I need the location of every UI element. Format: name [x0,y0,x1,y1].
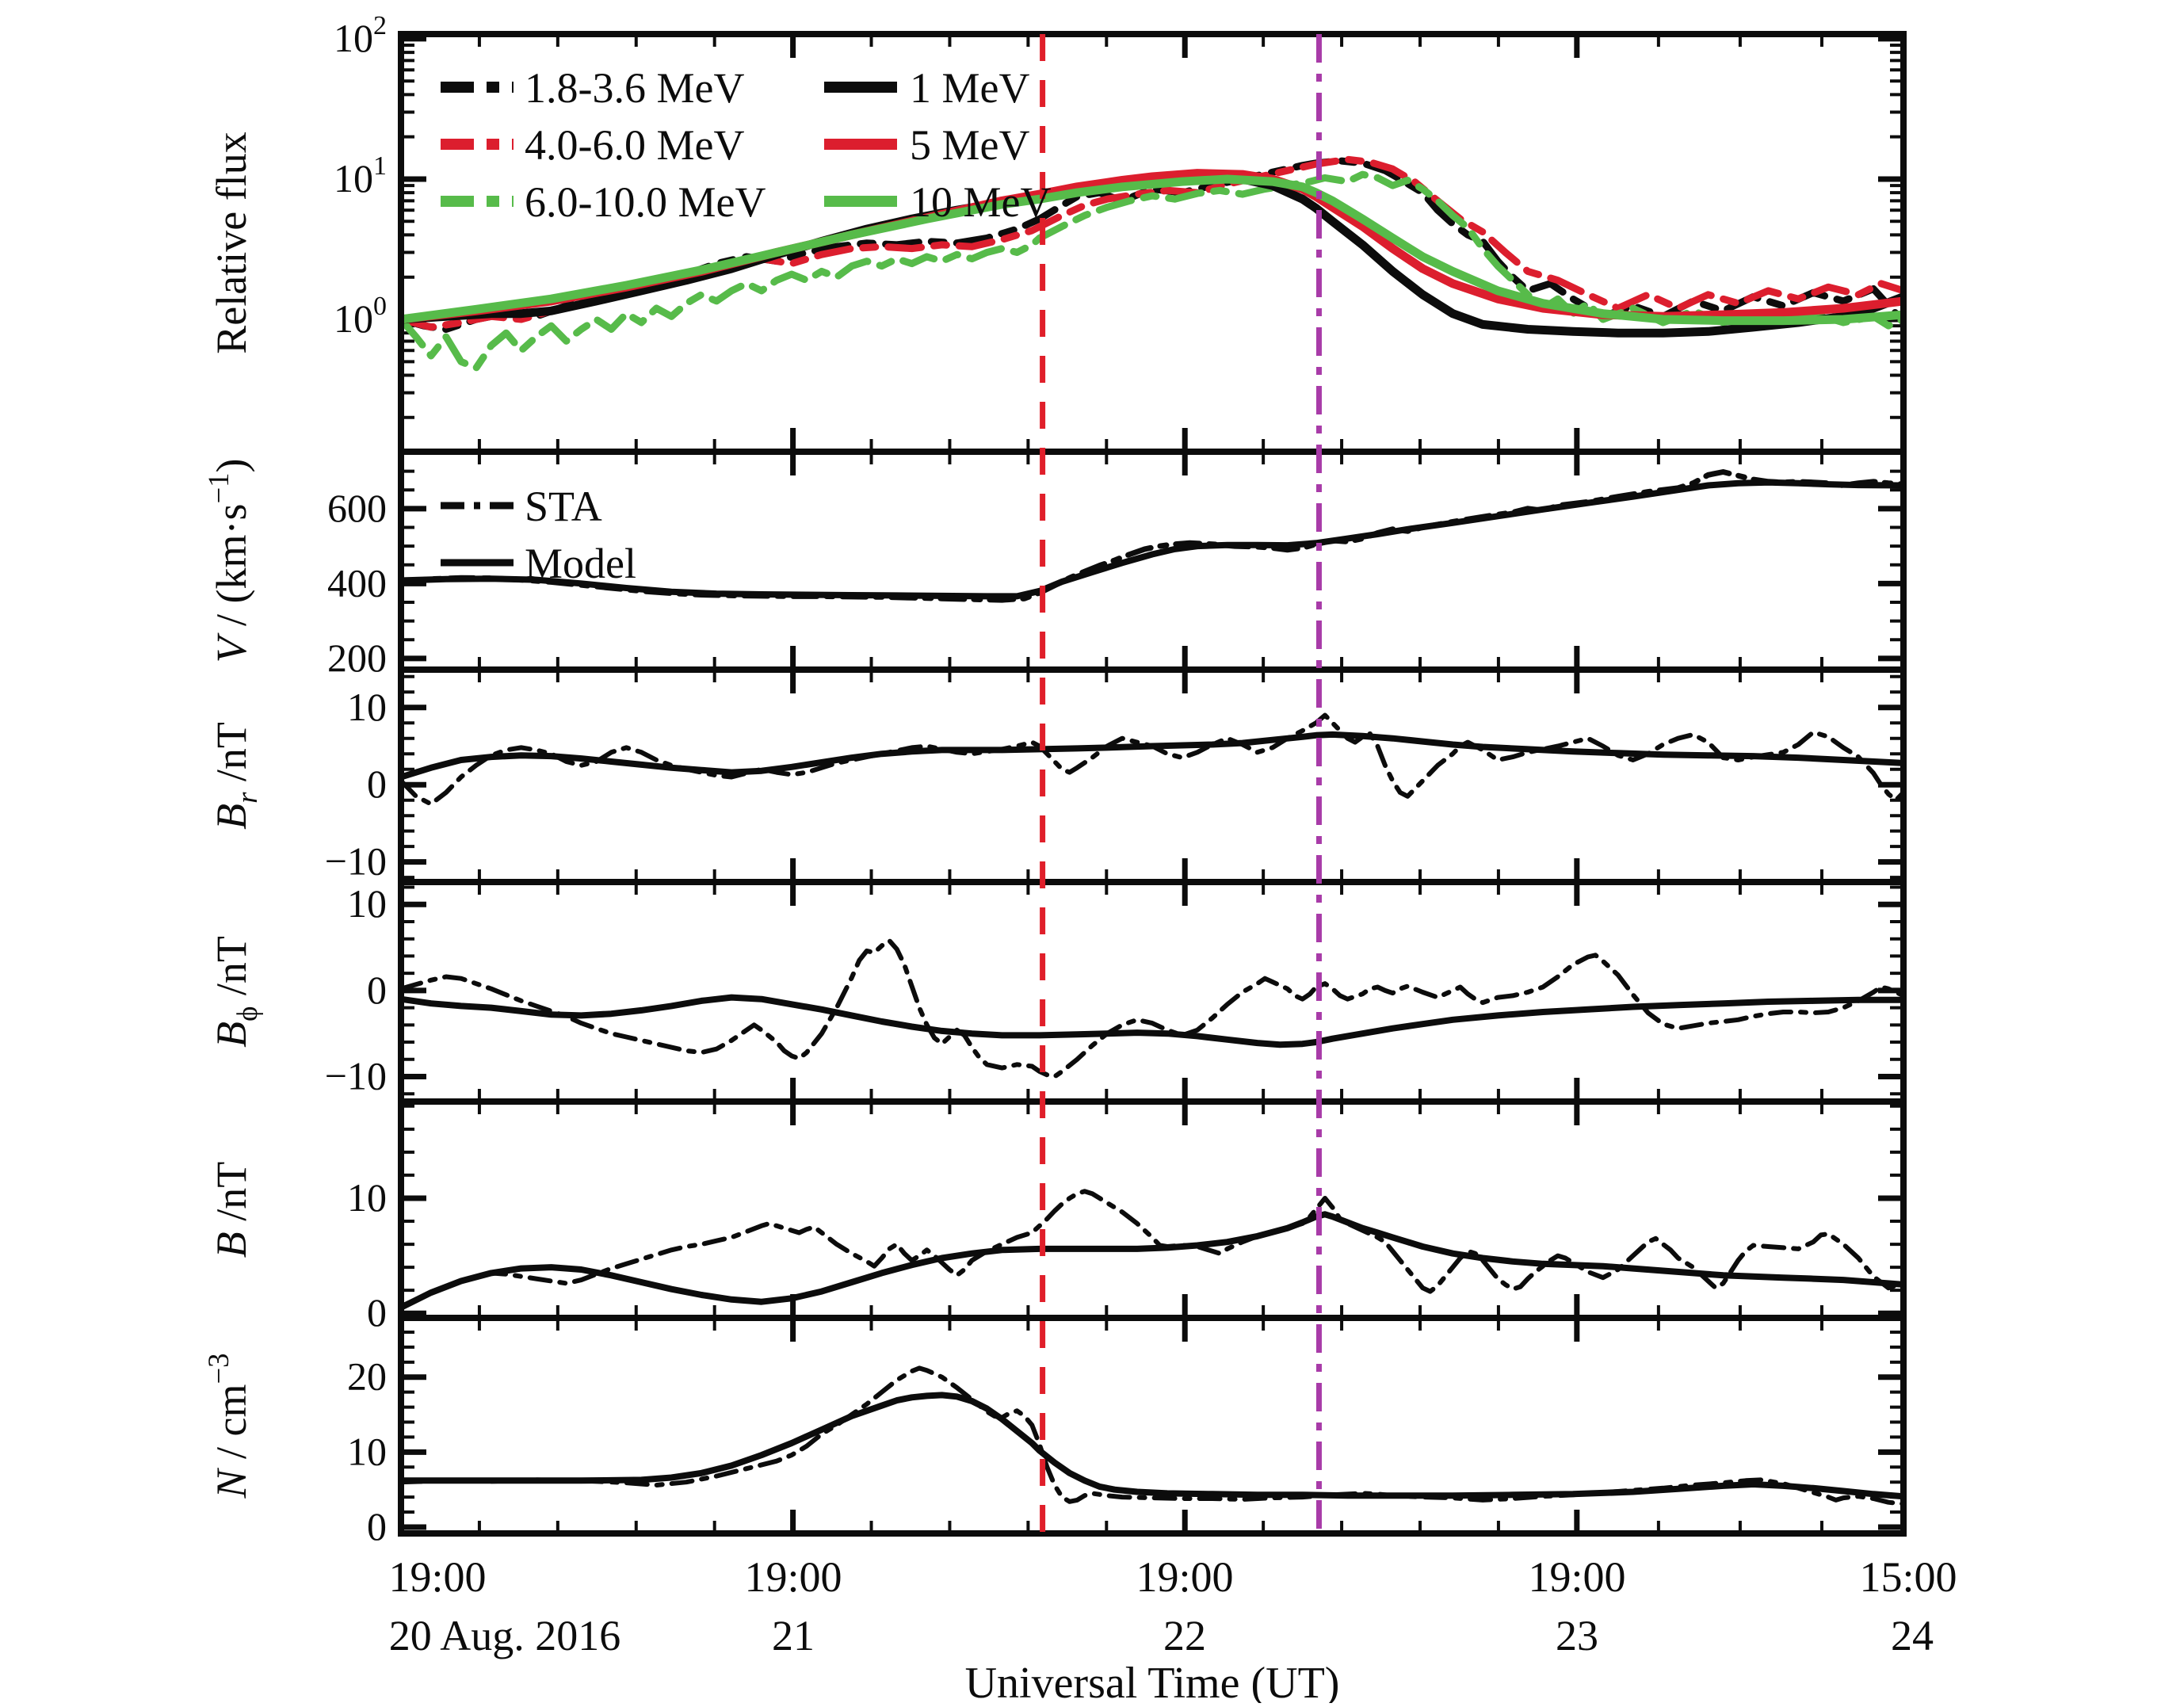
svg-text:200: 200 [327,636,387,680]
series-bphi-model [401,994,1903,1048]
svg-text:10: 10 [347,881,387,926]
x-tick-time-0: 19:00 [388,1553,486,1601]
legend-label-6p0-10p0mev: 6.0-10.0 MeV [525,178,766,226]
x-axis-title: Universal Time (UT) [965,1659,1340,1703]
svg-text:101: 101 [334,151,387,200]
svg-text:0: 0 [367,1504,387,1549]
legend-label-10mev: 10 MeV [910,178,1051,226]
series-density-model [401,1392,1903,1500]
svg-text:10: 10 [347,1429,387,1473]
svg-text:20: 20 [347,1354,387,1399]
x-tick-date-1: 21 [772,1612,815,1659]
x-tick-time-2: 19:00 [1136,1553,1233,1601]
svg-text:100: 100 [334,292,387,341]
svg-text:0: 0 [367,762,387,806]
x-tick-time-3: 19:00 [1528,1553,1625,1601]
svg-text:Br /nT: Br /nT [208,722,263,830]
svg-text:10: 10 [347,685,387,729]
svg-text:−10: −10 [325,1053,387,1098]
svg-text:0: 0 [367,968,387,1012]
panel-btot: 10 0 B /nT [208,1098,1907,1335]
legend-label-sta: STA [525,483,602,530]
svg-text:B /nT: B /nT [208,1162,255,1258]
legend-label-5mev: 5 MeV [910,121,1029,169]
panel-speed: 600 400 200 V / (km·s−1) [202,449,1907,680]
x-tick-date-4: 24 [1891,1612,1934,1659]
series-br-model [401,731,1903,781]
panel-bphi: 10 0 −10 Bϕ /nT [208,879,1907,1105]
x-tick-date-2: 22 [1163,1612,1206,1659]
x-tick-time-4: 15:00 [1859,1553,1957,1601]
x-axis-labels: 19:00 19:00 19:00 19:00 15:00 20 Aug. 20… [388,1553,1957,1707]
svg-text:0: 0 [367,1290,387,1335]
series-btot-sta [401,1189,1903,1309]
series-br-sta [401,712,1903,807]
panel-density: 20 10 0 N / cm−3 [202,1315,1907,1549]
panel-br: 10 0 −10 Br /nT [208,666,1907,885]
series-bphi-sta [401,938,1903,1079]
panel-density-frame [398,1315,1907,1537]
panel-bphi-frame [398,879,1907,1105]
series-speed-model [401,479,1903,600]
x-tick-date-0: 20 Aug. 2016 [389,1612,621,1659]
panel-flux: 102 101 100 Relative flux [208,11,1907,455]
series-btot-model [401,1211,1903,1311]
legend-label-1p8-3p6mev: 1.8-3.6 MeV [525,64,744,112]
x-tick-date-3: 23 [1556,1612,1598,1659]
series-flux-6-0-10-0-mev [401,170,1903,372]
panel-btot-frame [398,1098,1907,1321]
legend-label-4p0-6p0mev: 4.0-6.0 MeV [525,121,744,169]
series-density-sta [401,1365,1903,1507]
svg-text:−10: −10 [325,839,387,884]
speed-legend: STA Model [441,483,636,587]
svg-text:400: 400 [327,560,387,605]
svg-text:Relative flux: Relative flux [208,132,255,353]
legend-label-1mev: 1 MeV [910,64,1029,112]
svg-text:N / cm−3: N / cm−3 [202,1353,255,1499]
x-tick-time-1: 19:00 [744,1553,842,1601]
svg-text:Bϕ /nT: Bϕ /nT [208,936,263,1048]
svg-text:V / (km·s−1): V / (km·s−1) [202,458,255,663]
series-flux-10-mev [401,174,1903,326]
legend-label-model: Model [525,540,636,587]
svg-text:600: 600 [327,486,387,530]
panel-br-frame [398,666,1907,885]
flux-legend: 1.8-3.6 MeV 4.0-6.0 MeV 6.0-10.0 MeV 1 M… [441,64,1051,226]
svg-text:10: 10 [347,1175,387,1220]
svg-text:102: 102 [334,11,387,60]
